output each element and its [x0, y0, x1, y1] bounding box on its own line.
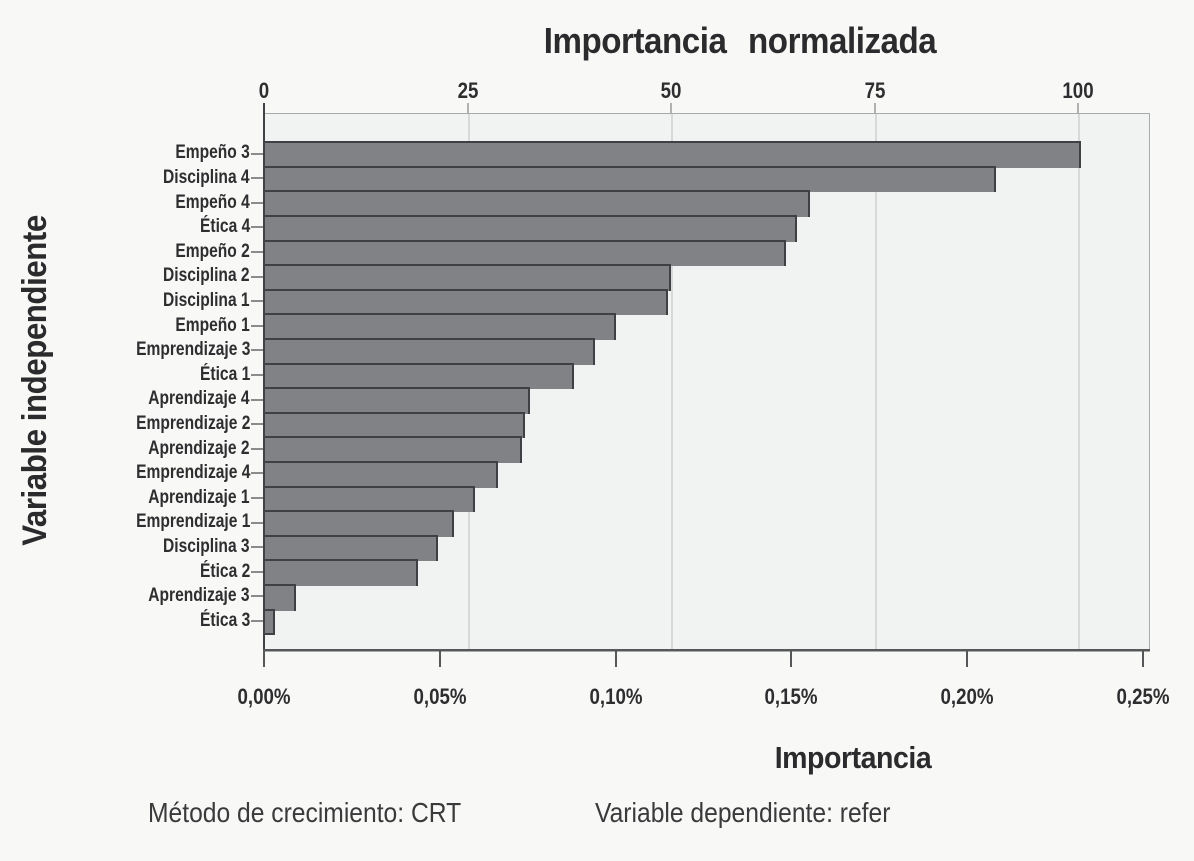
- bar: [265, 584, 297, 611]
- category-label: Emprendizaje 2: [135, 413, 250, 435]
- category-label: Empeño 1: [175, 314, 250, 336]
- category-label: Disciplina 3: [163, 536, 250, 558]
- y-axis-tick: [251, 177, 263, 180]
- bottom-axis-tick: [1142, 650, 1144, 667]
- top-axis-tick-label: 25: [457, 78, 478, 103]
- y-axis-tick: [251, 472, 263, 475]
- bar: [265, 141, 1081, 168]
- category-label: Disciplina 1: [163, 290, 250, 312]
- category-label: Disciplina 4: [163, 167, 250, 189]
- y-axis-tick: [251, 324, 263, 327]
- gridline-75: [874, 114, 877, 651]
- y-axis-tick: [251, 250, 263, 253]
- category-label: Aprendizaje 3: [148, 585, 250, 607]
- y-axis-tick: [251, 447, 263, 450]
- y-axis-tick: [251, 619, 263, 622]
- bottom-axis-tick-label: 0,10%: [589, 684, 643, 709]
- bar: [265, 264, 671, 291]
- top-axis-tick: [1077, 103, 1079, 113]
- dependent-variable-note: Variable dependiente: refer: [595, 797, 891, 828]
- bar: [265, 338, 596, 365]
- bar: [265, 411, 526, 439]
- top-axis-tick: [466, 103, 469, 113]
- top-axis-tick-label: 0: [258, 78, 270, 103]
- category-label: Emprendizaje 1: [135, 511, 250, 533]
- top-axis-tick: [263, 103, 265, 113]
- bottom-axis-tick: [263, 650, 265, 667]
- y-axis-line: [263, 113, 265, 651]
- y-axis-title-text: Variable independiente: [16, 214, 55, 546]
- bar: [265, 436, 522, 463]
- bar: [265, 165, 997, 193]
- category-label: Aprendizaje 4: [148, 388, 250, 410]
- y-axis-title: Variable independiente: [6, 95, 66, 665]
- bottom-axis-tick-label: 0,00%: [237, 684, 291, 709]
- top-axis-tick-label: 50: [660, 78, 682, 103]
- y-axis-tick: [251, 546, 263, 549]
- category-label: Ética 2: [199, 560, 250, 582]
- bar: [265, 510, 455, 537]
- category-label: Disciplina 2: [163, 265, 250, 287]
- bottom-axis-tick-label: 0,05%: [413, 684, 467, 709]
- bar: [265, 559, 419, 586]
- bottom-axis-tick-label: 0,20%: [940, 684, 994, 709]
- y-axis-tick: [251, 226, 263, 229]
- y-axis-tick: [251, 496, 263, 499]
- top-axis-tick-label: 75: [864, 78, 885, 103]
- chart-title: Importancia normalizada: [543, 20, 937, 61]
- bar: [265, 534, 438, 562]
- bar: [265, 190, 810, 217]
- bar: [265, 362, 574, 390]
- category-label: Aprendizaje 1: [148, 486, 250, 508]
- bar: [265, 387, 530, 414]
- category-label: Aprendizaje 2: [148, 437, 250, 459]
- bar: [265, 288, 669, 316]
- top-axis-tick: [670, 103, 672, 113]
- category-label: Empeño 3: [175, 142, 250, 164]
- plot-area: [264, 113, 1150, 652]
- y-axis-tick: [251, 275, 263, 278]
- gridline-100: [1078, 114, 1080, 651]
- bottom-axis-tick: [966, 650, 969, 667]
- gridline-50: [671, 114, 673, 651]
- y-axis-tick: [251, 201, 263, 204]
- bar: [265, 239, 787, 267]
- bottom-axis-tick: [438, 650, 441, 667]
- bottom-axis-tick: [790, 650, 793, 667]
- x-axis-line: [263, 649, 1150, 651]
- growth-method-note: Método de crecimiento: CRT: [148, 797, 462, 828]
- y-axis-tick: [251, 349, 263, 352]
- bottom-axis-tick-label: 0,25%: [1116, 684, 1170, 709]
- bottom-axis-tick-label: 0,15%: [764, 684, 818, 709]
- top-axis-tick-label: 100: [1062, 78, 1094, 103]
- bar: [265, 215, 797, 242]
- y-axis-tick: [251, 152, 263, 155]
- bar: [265, 461, 499, 488]
- bar: [265, 608, 276, 636]
- category-label: Ética 4: [199, 216, 250, 238]
- bottom-axis-tick: [614, 650, 617, 667]
- category-label: Ética 3: [199, 609, 250, 631]
- category-label: Emprendizaje 4: [135, 462, 250, 484]
- y-axis-tick: [251, 521, 263, 524]
- bar: [265, 313, 617, 340]
- category-label: Emprendizaje 3: [135, 339, 250, 361]
- y-axis-tick: [251, 423, 263, 426]
- category-label: Empeño 4: [175, 191, 250, 213]
- y-axis-tick: [251, 595, 263, 598]
- x-axis-title: Importancia: [774, 740, 932, 775]
- category-label: Empeño 2: [175, 240, 250, 262]
- y-axis-tick: [251, 398, 263, 401]
- bar: [265, 485, 476, 513]
- top-axis-tick: [873, 103, 876, 113]
- category-label: Ética 1: [199, 363, 250, 385]
- y-axis-tick: [251, 570, 263, 573]
- y-axis-tick: [251, 300, 263, 303]
- y-axis-tick: [251, 373, 263, 376]
